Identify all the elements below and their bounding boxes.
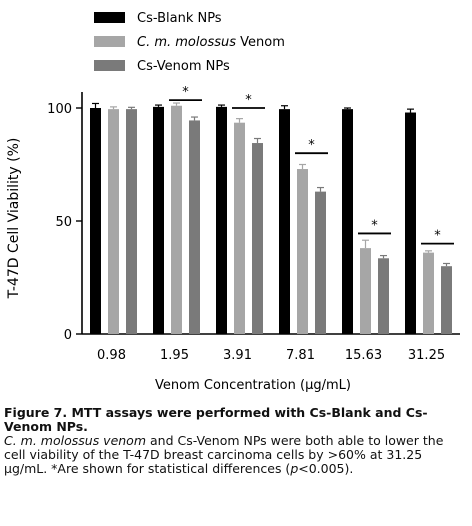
bar xyxy=(108,109,119,334)
bar xyxy=(279,109,290,334)
bar xyxy=(90,108,101,334)
bar xyxy=(216,106,227,335)
significance-star: * xyxy=(182,85,189,100)
legend: Cs-Blank NPs C. m. molossus Venom Cs-Venom… xyxy=(94,11,285,74)
significance-star: * xyxy=(371,218,378,233)
bar xyxy=(360,248,371,334)
caption-italic-species: C. m. molossus venom xyxy=(4,433,147,448)
legend-label: Cs-Blank NPs xyxy=(137,11,222,26)
caption-p-value: <0.005). xyxy=(298,461,354,476)
y-tick-label: 100 xyxy=(47,102,72,117)
bar xyxy=(315,191,326,334)
y-tick-label: 0 xyxy=(64,328,72,343)
bar xyxy=(252,143,263,334)
x-tick-label: 31.25 xyxy=(408,348,445,363)
bar xyxy=(189,120,200,335)
caption-p-symbol: p xyxy=(290,461,299,476)
bar xyxy=(423,252,434,334)
legend-swatch xyxy=(94,12,125,23)
caption-body-text: and Cs-Venom NPs were both able to lower… xyxy=(4,433,444,476)
x-tick-label: 3.91 xyxy=(223,348,252,363)
x-tick-label: 15.63 xyxy=(345,348,382,363)
bar xyxy=(234,122,245,334)
caption-title: Figure 7. MTT assays were performed with… xyxy=(4,405,428,434)
significance-star: * xyxy=(245,93,252,108)
bar xyxy=(171,105,182,335)
y-axis-label: T-47D Cell Viability (%) xyxy=(6,138,22,300)
caption-body: C. m. molossus venom and Cs-Venom NPs we… xyxy=(4,434,466,476)
bars xyxy=(90,102,452,335)
bar xyxy=(297,169,308,334)
bar xyxy=(153,106,164,335)
x-tick-label: 0.98 xyxy=(97,348,126,363)
x-tick-label: 7.81 xyxy=(286,348,315,363)
legend-label: C. m. molossus Venom xyxy=(137,35,285,50)
significance-markers: * * * * * xyxy=(169,85,454,245)
x-axis-label: Venom Concentration (µg/mL) xyxy=(155,378,351,393)
figure-caption: Figure 7. MTT assays were performed with… xyxy=(4,406,466,476)
bar xyxy=(342,109,353,334)
bar xyxy=(441,266,452,334)
legend-label: Cs-Venom NPs xyxy=(137,59,230,74)
legend-swatch xyxy=(94,36,125,47)
bar xyxy=(405,112,416,335)
y-tick-label: 50 xyxy=(55,215,72,230)
axes: 0 50 100 0.98 1.95 3.91 7.81 15.63 31.25 xyxy=(47,92,460,363)
legend-swatch xyxy=(94,60,125,71)
x-tick-label: 1.95 xyxy=(160,348,189,363)
significance-star: * xyxy=(308,138,315,153)
bar xyxy=(126,109,137,334)
bar xyxy=(378,258,389,334)
bar-chart: Cs-Blank NPs C. m. molossus Venom Cs-Venom… xyxy=(6,11,460,393)
significance-star: * xyxy=(434,229,441,244)
